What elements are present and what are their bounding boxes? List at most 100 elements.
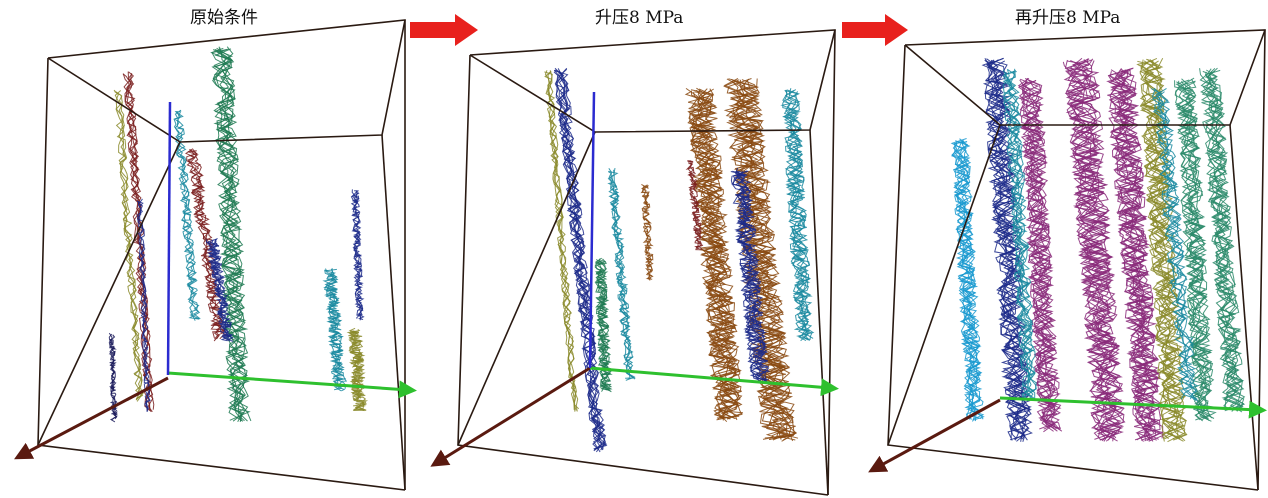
fracture-strand [136,200,150,412]
fracture-strand [607,170,636,381]
fracture-strand [190,149,226,340]
fracture-strand [730,170,769,380]
fracture-cloud-group [950,57,1246,443]
fracture-strand [1002,69,1037,401]
fracture-strand [685,87,743,421]
fracture-strand [1154,91,1199,402]
fracture-strand [349,331,367,412]
fracture-strand [608,168,635,379]
fracture-strand [1199,68,1245,409]
fracture-strand [1017,78,1062,433]
fracture-strand [1110,70,1161,441]
fracture-strand [1068,60,1126,442]
fracture-strand [555,70,602,451]
fracture-strand [124,73,154,412]
fracture-strand [780,90,813,341]
y-axis [589,366,839,397]
fracture-strand [555,68,606,451]
fracture-strand [1017,77,1061,429]
fracture-strand [953,140,982,420]
fracture-strand [212,48,251,421]
fracture-strand [113,89,144,402]
fracture-strand [1106,68,1161,442]
fracture-strand [732,170,769,382]
fracture-strand [783,88,815,340]
fracture-strand [690,89,741,421]
fracture-strand [553,71,606,452]
fracture-strand [641,184,653,279]
fracture-strand [348,327,367,411]
fracture-cloud-group [108,46,369,423]
fracture-strand [608,168,636,379]
x-axis [868,398,1001,473]
fracture-strand [115,91,143,401]
fracture-strand [690,88,743,419]
x-axis [14,376,169,460]
z-axis [588,91,596,369]
fracture-strand [174,109,200,320]
transition-arrow-2 [842,14,908,46]
z-axis [166,101,172,376]
fracture-strand [607,171,635,380]
fracture-strand [1064,59,1124,441]
fracture-strand [689,87,741,423]
fracture-strand [350,190,365,321]
fracture-strand [1200,69,1246,412]
fracture-strand [137,201,151,410]
panel-title-original: 原始条件 [190,8,258,28]
panel-original-3d-box [14,19,417,491]
fracture-strand [1020,81,1057,430]
fracture-strand [727,78,792,441]
fracture-strand [1175,81,1215,419]
y-axis [167,371,417,399]
panel-title-pressurized-8mpa: 升压8 MPa [595,8,684,28]
fracture-strand [1019,80,1061,430]
fracture-strand [1153,87,1199,401]
fracture-cloud-group [544,67,815,453]
fracture-strand [207,238,233,342]
fracture-strand [1174,80,1211,422]
fracture-strand [322,268,347,390]
fracture-strand [1141,59,1186,439]
panel-repressurized-3d-box [868,29,1267,491]
fracture-strand [1153,87,1198,400]
transition-arrow-1 [410,14,478,46]
fracture-strand [951,140,980,422]
fracture-strand [731,171,766,382]
fracture-strand [689,88,740,419]
panel-pressurized-3d-box [430,29,839,496]
fracture-strand [323,268,348,389]
fracture-strand [1108,69,1161,440]
fracture-strand [352,191,365,320]
x-axis [430,366,591,467]
fracture-strand [687,160,704,251]
fracture-strand [211,47,248,422]
y-axis [999,396,1267,419]
fracture-strand [726,78,794,439]
fracture-strand [114,91,144,399]
fracture-strand [558,67,606,451]
fracture-strand [1144,60,1186,440]
fracture-strand [545,71,577,412]
fracture-strand [640,183,654,280]
fracture-strand [734,170,767,381]
fracture-strand [985,60,1033,441]
fracture-strand [137,198,151,412]
fracture-strand [1021,79,1059,430]
fracture-strand [594,257,612,392]
fracture-strand [114,90,143,400]
fracture-strand [1202,71,1243,412]
fracture-strand [206,239,232,341]
fracture-strand [684,91,741,420]
fracture-strand [732,170,771,382]
fracture-strand [186,149,226,342]
bounding-box [887,29,1266,491]
bounding-box [457,29,836,496]
fracture-strand [687,88,738,421]
fracture-strand [1065,58,1121,439]
fracture-strand [1002,68,1039,402]
fracture-strand [952,140,983,420]
fracture-strand [1110,71,1165,442]
fracture-strand [544,70,579,412]
